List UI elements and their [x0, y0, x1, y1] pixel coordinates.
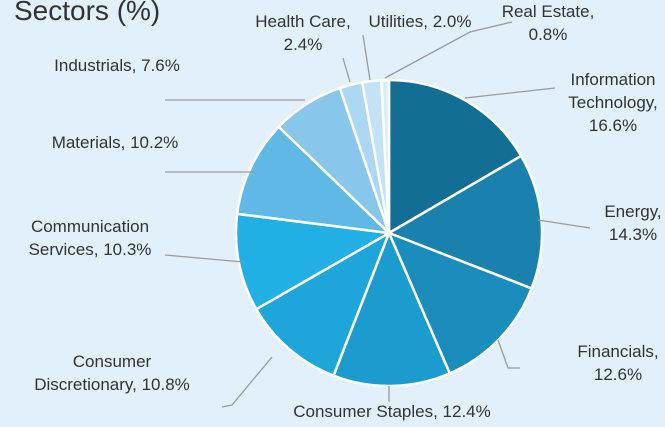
slice-label: Utilities, 2.0%: [369, 12, 472, 31]
slice-label: Financials, 12.6%: [577, 342, 658, 384]
leader-line: [342, 57, 351, 83]
pie-slice: [331, 229, 452, 388]
slice-label: Consumer Staples, 12.4%: [293, 402, 491, 421]
slice-label: Health Care, 2.4%: [255, 12, 350, 54]
pie-slice: [254, 230, 392, 378]
pie-slice: [380, 78, 391, 234]
leader-line: [537, 219, 591, 229]
leader-line: [221, 356, 273, 408]
slice-label: Information Technology, 16.6%: [568, 70, 657, 135]
pie-slice: [234, 212, 393, 311]
leader-line: [464, 87, 556, 99]
chart-title: Sectors (%): [14, 0, 160, 26]
leader-line: [362, 34, 371, 81]
leader-line: [384, 21, 513, 79]
leader-line: [164, 254, 244, 263]
pie-slice: [235, 125, 393, 235]
slice-label: Energy, 14.3%: [604, 202, 661, 244]
leader-line: [497, 339, 520, 369]
pie-slice: [387, 78, 523, 236]
slice-label: Consumer Discretionary, 10.8%: [34, 352, 190, 394]
slice-label: Communication Services, 10.3%: [29, 217, 152, 259]
slice-label: Materials, 10.2%: [52, 133, 179, 152]
pie-slice: [386, 230, 534, 376]
slice-label: Real Estate, 0.8%: [502, 2, 595, 44]
slice-label: Industrials, 7.6%: [54, 56, 180, 75]
